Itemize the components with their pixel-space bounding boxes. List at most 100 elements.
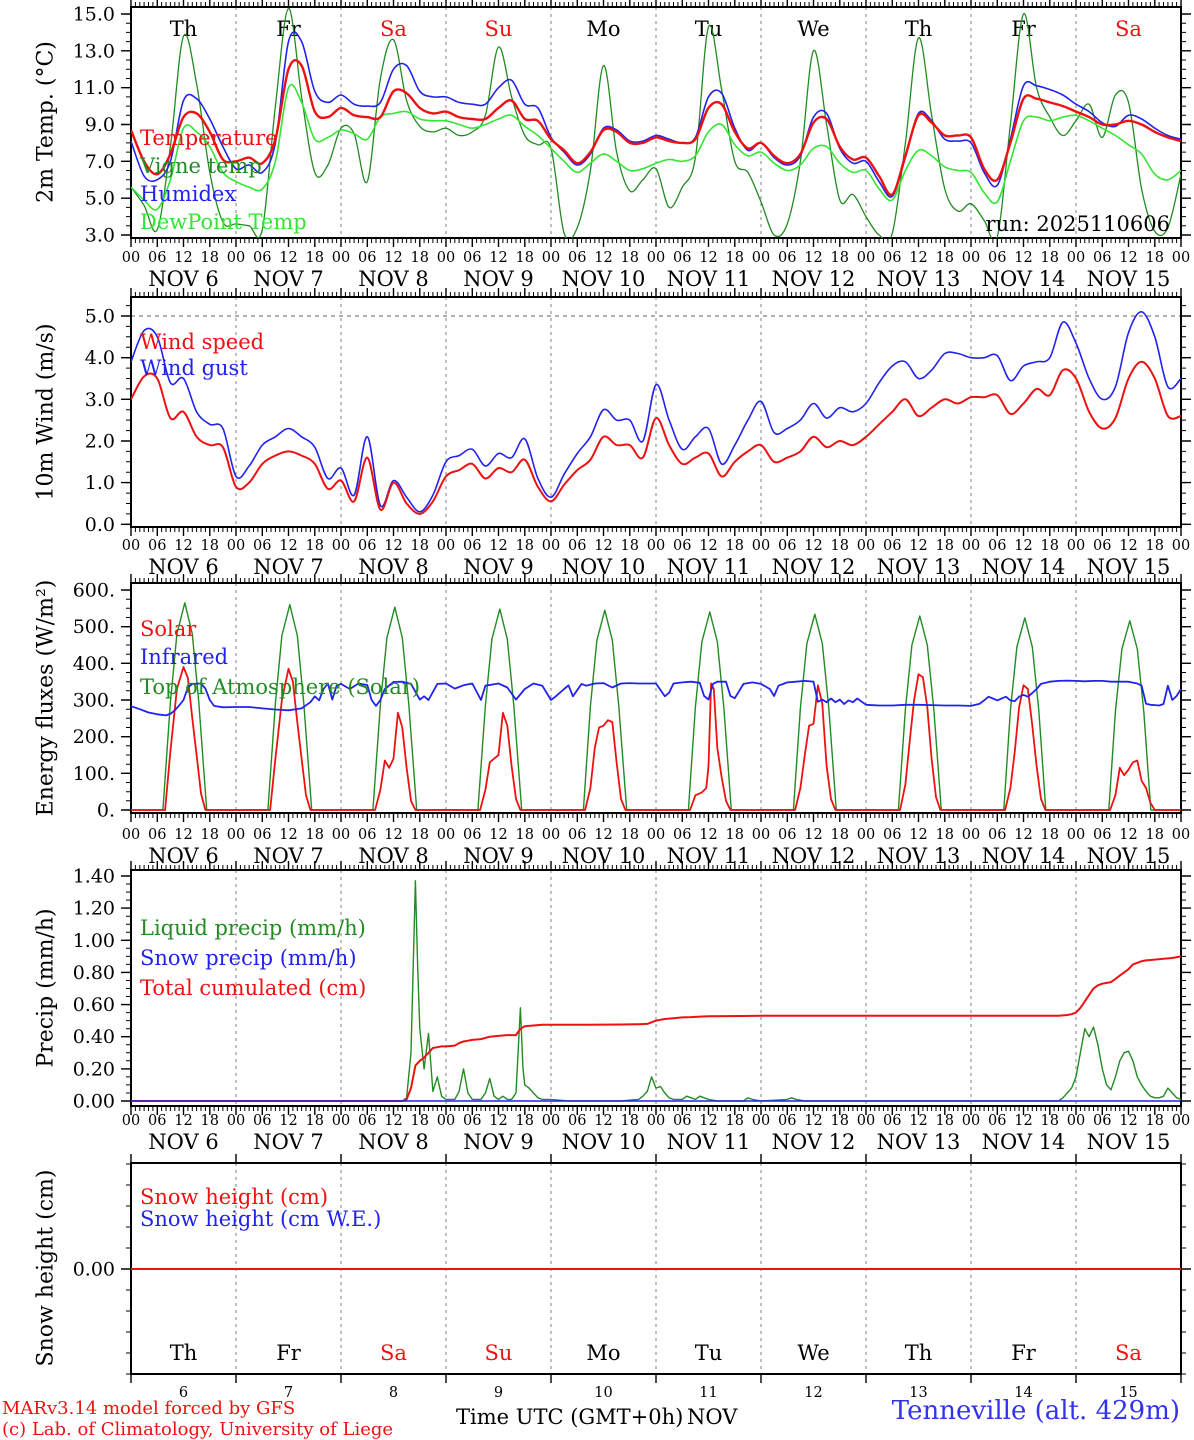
date-label: NOV 8 <box>358 1130 428 1154</box>
ylabel-snow: Snow height (cm) <box>33 1169 59 1367</box>
hour-label: 06 <box>1093 538 1111 554</box>
hour-label: 18 <box>516 538 534 554</box>
hour-label: 06 <box>883 1113 901 1129</box>
hour-label: 12 <box>1119 250 1137 266</box>
y-tick-label: 3.0 <box>85 389 115 411</box>
hour-label: 06 <box>358 538 376 554</box>
hour-label: 00 <box>752 250 770 266</box>
weekday-label: Th <box>905 1341 933 1365</box>
legend-snow-snow-height-cm-w-e-: Snow height (cm W.E.) <box>140 1207 381 1231</box>
hour-label: 12 <box>699 1113 717 1129</box>
day-number-label: 11 <box>699 1385 717 1401</box>
weekday-label: Fr <box>276 17 302 41</box>
legend-precip-total-cumulated-cm-: Total cumulated (cm) <box>140 976 366 1000</box>
hour-label: 00 <box>1172 1113 1190 1129</box>
hour-label: 18 <box>1146 1113 1164 1129</box>
hour-label: 12 <box>594 1113 612 1129</box>
y-tick-label: 100. <box>73 763 115 785</box>
y-tick-label: 400. <box>73 653 115 675</box>
date-label: NOV 14 <box>982 1130 1066 1154</box>
day-number-label: 6 <box>179 1385 188 1401</box>
y-tick-label: 4.0 <box>85 347 115 369</box>
hour-label: 06 <box>568 1113 586 1129</box>
hour-label: 12 <box>489 250 507 266</box>
weekday-label: Sa <box>380 17 407 41</box>
date-label: NOV 9 <box>463 1130 533 1154</box>
hour-label: 12 <box>909 250 927 266</box>
weekday-label: Tu <box>695 1341 723 1365</box>
hour-label: 18 <box>1041 538 1059 554</box>
date-label: NOV 11 <box>667 1130 751 1154</box>
hour-label: 06 <box>673 827 691 843</box>
date-label: NOV 6 <box>148 1130 218 1154</box>
hour-label: 06 <box>988 538 1006 554</box>
hour-label: 00 <box>1067 538 1085 554</box>
hour-label: 12 <box>489 827 507 843</box>
hour-label: 06 <box>253 538 271 554</box>
date-label: NOV 8 <box>358 267 428 291</box>
y-tick-label: 7.0 <box>85 151 115 173</box>
legend-temp2m-dewpoint-temp: DewPoint Temp <box>140 210 307 234</box>
hour-label: 00 <box>437 538 455 554</box>
day-gridlines <box>235 297 1077 527</box>
footer-model-line2: (c) Lab. of Climatology, University of L… <box>2 1419 394 1440</box>
hour-label: 00 <box>122 538 140 554</box>
hour-label: 06 <box>568 538 586 554</box>
hour-label: 00 <box>647 1113 665 1129</box>
legend-precip-snow-precip-mm-h-: Snow precip (mm/h) <box>140 946 357 970</box>
date-label: NOV 13 <box>877 1130 961 1154</box>
hour-label: 18 <box>726 538 744 554</box>
hour-label: 00 <box>227 538 245 554</box>
hour-label: 18 <box>936 827 954 843</box>
hour-label: 12 <box>384 827 402 843</box>
y-tick-label: 0.00 <box>73 1259 115 1281</box>
ylabel-temp: 2m Temp. (°C) <box>33 41 59 203</box>
hour-label: 12 <box>594 827 612 843</box>
hour-label: 06 <box>568 250 586 266</box>
y-tick-label: 1.40 <box>73 866 115 888</box>
hour-label: 18 <box>201 250 219 266</box>
weekday-label: Th <box>170 1341 198 1365</box>
date-label: NOV 10 <box>562 1130 646 1154</box>
panel-border <box>130 869 1182 1107</box>
hour-label: 06 <box>1093 1113 1111 1129</box>
panel-border <box>130 6 1182 239</box>
hour-label: 12 <box>594 538 612 554</box>
hour-label: 12 <box>1014 538 1032 554</box>
legend-energy-infrared: Infrared <box>140 645 228 669</box>
major-ticks <box>121 0 1191 247</box>
hour-label: 18 <box>201 827 219 843</box>
date-label: NOV 9 <box>463 267 533 291</box>
series-vigne-temp <box>131 7 1181 238</box>
hour-label: 18 <box>621 250 639 266</box>
y-tick-label: 300. <box>73 689 115 711</box>
legend-wind10m-wind-gust: Wind gust <box>140 356 248 380</box>
hour-label: 12 <box>1119 1113 1137 1129</box>
hour-label: 00 <box>857 538 875 554</box>
weekday-label: Su <box>485 17 513 41</box>
hour-label: 06 <box>988 250 1006 266</box>
day-number-label: 12 <box>804 1385 822 1401</box>
hour-label: 06 <box>148 1113 166 1129</box>
hour-label: 12 <box>594 250 612 266</box>
hour-label: 00 <box>437 1113 455 1129</box>
y-tick-label: 500. <box>73 616 115 638</box>
date-label: NOV 10 <box>562 267 646 291</box>
hour-label: 06 <box>358 250 376 266</box>
hour-label: 12 <box>384 250 402 266</box>
hour-label: 06 <box>148 827 166 843</box>
hour-label: 00 <box>332 827 350 843</box>
date-label: NOV 11 <box>667 267 751 291</box>
hour-label: 00 <box>962 1113 980 1129</box>
hour-label: 00 <box>227 827 245 843</box>
hour-label: 12 <box>804 1113 822 1129</box>
day-number-label: 8 <box>389 1385 398 1401</box>
hour-label: 06 <box>778 538 796 554</box>
hour-label: 12 <box>804 538 822 554</box>
hour-label: 18 <box>1041 1113 1059 1129</box>
hour-label: 18 <box>201 538 219 554</box>
hour-label: 00 <box>122 250 140 266</box>
hour-label: 18 <box>516 827 534 843</box>
hour-label: 00 <box>857 1113 875 1129</box>
y-tick-label: 600. <box>73 579 115 601</box>
